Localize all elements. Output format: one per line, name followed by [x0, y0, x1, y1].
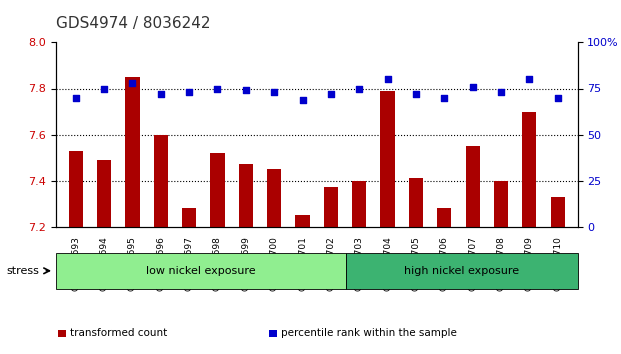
Point — [354, 86, 364, 91]
Text: high nickel exposure: high nickel exposure — [404, 266, 519, 276]
Point — [496, 89, 506, 95]
Point — [468, 84, 478, 90]
Bar — [267, 169, 281, 227]
Bar — [269, 330, 277, 337]
Point — [156, 91, 166, 97]
Bar — [56, 253, 346, 289]
Point — [439, 95, 449, 101]
Point — [297, 97, 307, 102]
Point — [553, 95, 563, 101]
Bar — [381, 91, 395, 227]
Bar — [154, 135, 168, 227]
Bar — [352, 181, 366, 227]
Point — [326, 91, 336, 97]
Bar — [466, 146, 480, 227]
Point — [99, 86, 109, 91]
Bar — [437, 208, 451, 227]
Bar — [551, 196, 564, 227]
Point — [241, 87, 251, 93]
Bar — [69, 150, 83, 227]
Bar — [211, 153, 225, 227]
Bar — [409, 178, 423, 227]
Bar — [58, 330, 66, 337]
Bar — [97, 160, 111, 227]
Point — [270, 89, 279, 95]
Point — [212, 86, 222, 91]
Bar — [522, 112, 537, 227]
Point — [71, 95, 81, 101]
Point — [524, 76, 534, 82]
Bar — [494, 181, 508, 227]
Point — [127, 80, 137, 86]
Text: stress: stress — [6, 266, 39, 276]
Point — [411, 91, 421, 97]
Text: transformed count: transformed count — [70, 329, 167, 338]
Bar — [125, 77, 140, 227]
Bar — [296, 215, 310, 227]
Bar — [238, 165, 253, 227]
Point — [184, 89, 194, 95]
Bar — [346, 253, 578, 289]
Point — [383, 76, 392, 82]
Text: percentile rank within the sample: percentile rank within the sample — [281, 329, 456, 338]
Bar — [324, 187, 338, 227]
Text: GDS4974 / 8036242: GDS4974 / 8036242 — [56, 16, 211, 31]
Text: low nickel exposure: low nickel exposure — [146, 266, 256, 276]
Bar — [182, 208, 196, 227]
